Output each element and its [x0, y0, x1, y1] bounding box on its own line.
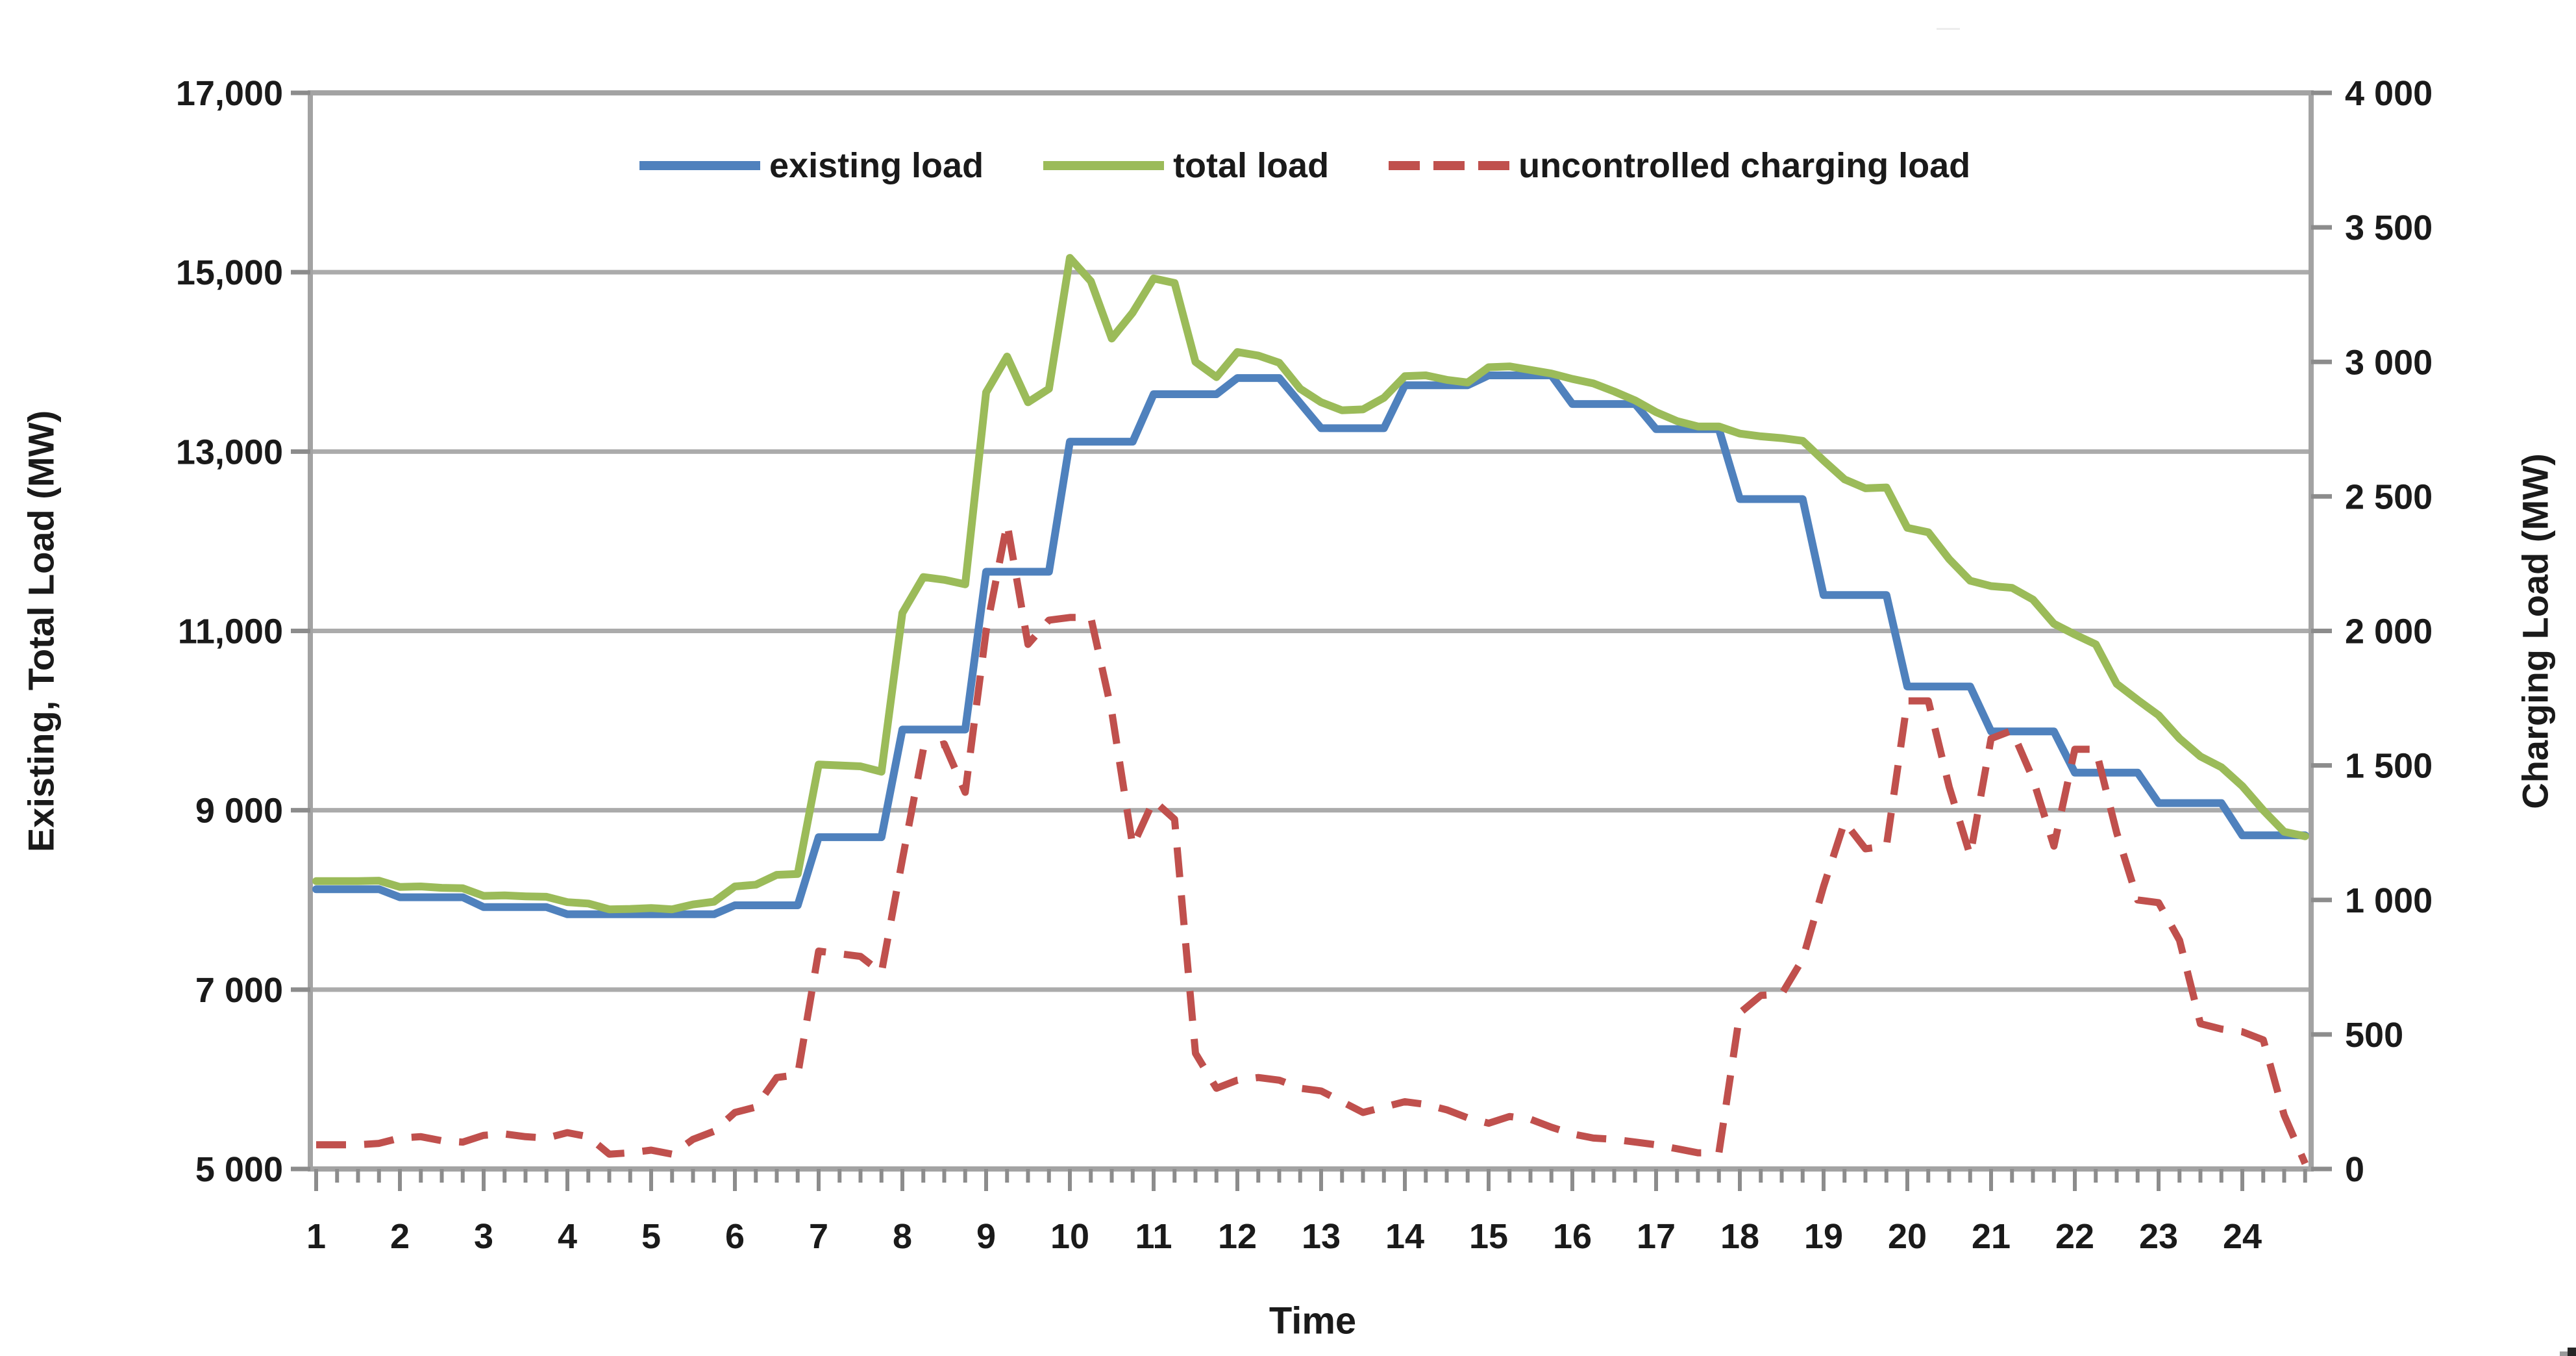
x-tick-label: 5 — [641, 1217, 661, 1256]
corner-artifact-shadow — [2560, 1351, 2568, 1356]
x-tick-label: 6 — [725, 1217, 745, 1256]
x-tick-label: 23 — [2139, 1217, 2178, 1256]
x-tick-label: 1 — [306, 1217, 326, 1256]
x-tick-label: 12 — [1218, 1217, 1257, 1256]
y-right-tick-label: 2 000 — [2345, 612, 2433, 651]
y-axis-title-left: Existing, Total Load (MW) — [20, 410, 62, 853]
y-right-tick-label: 500 — [2345, 1016, 2403, 1055]
y-right-tick-label: 4 000 — [2345, 74, 2433, 113]
y-axis-title-right: Charging Load (MW) — [2514, 453, 2556, 809]
x-tick-label: 4 — [558, 1217, 577, 1256]
x-tick-label: 21 — [1972, 1217, 2011, 1256]
x-tick-label: 19 — [1804, 1217, 1843, 1256]
y-left-tick-label: 15,000 — [176, 253, 283, 292]
series-line-total-load — [312, 254, 2309, 914]
x-tick-label: 20 — [1888, 1217, 1927, 1256]
y-left-tick-label: 17,000 — [176, 74, 283, 113]
scan-artifact — [1937, 28, 1960, 30]
x-axis-title: Time — [1269, 1300, 1357, 1342]
x-tick-label: 22 — [2055, 1217, 2094, 1256]
y-right-tick-label: 3 000 — [2345, 343, 2433, 382]
x-tick-label: 17 — [1637, 1217, 1676, 1256]
y-right-tick-label: 0 — [2345, 1150, 2364, 1189]
y-right-tick-label: 1 000 — [2345, 881, 2433, 920]
legend-line-icon — [639, 161, 760, 170]
x-tick-label: 8 — [893, 1217, 912, 1256]
y-left-tick-label: 13,000 — [176, 433, 283, 471]
y-left-tick-label: 11,000 — [178, 612, 283, 651]
x-tick-label: 13 — [1302, 1217, 1341, 1256]
legend-item-total-load: total load — [1043, 145, 1329, 186]
x-tick-label: 2 — [390, 1217, 410, 1256]
corner-artifact — [2568, 1348, 2576, 1356]
legend-item-existing-load: existing load — [639, 145, 984, 186]
x-tick-label: 15 — [1469, 1217, 1508, 1256]
x-tick-label: 10 — [1050, 1217, 1089, 1256]
x-tick-label: 7 — [809, 1217, 828, 1256]
x-tick-label: 3 — [474, 1217, 493, 1256]
x-tick-label: 9 — [976, 1217, 996, 1256]
legend-label: total load — [1173, 146, 1330, 185]
x-tick-label: 16 — [1553, 1217, 1592, 1256]
legend-line-icon — [1043, 161, 1165, 170]
legend-dashed-line-icon — [1389, 161, 1510, 170]
x-tick-label: 14 — [1385, 1217, 1424, 1256]
y-left-tick-label: 7 000 — [195, 971, 283, 1010]
legend-label: existing load — [769, 146, 984, 185]
legend-item-uncontrolled-charging-load: uncontrolled charging load — [1389, 145, 1970, 186]
y-right-tick-label: 2 500 — [2345, 477, 2433, 516]
y-left-tick-label: 9 000 — [195, 792, 283, 831]
series-line-existing-load — [312, 371, 2309, 918]
y-right-tick-label: 3 500 — [2345, 208, 2433, 247]
y-left-tick-label: 5 000 — [195, 1150, 283, 1189]
x-tick-label: 18 — [1720, 1217, 1759, 1256]
x-tick-label: 11 — [1135, 1217, 1172, 1256]
x-tick-label: 24 — [2223, 1217, 2262, 1256]
legend-label: uncontrolled charging load — [1518, 146, 1971, 185]
series-line-uncontrolled-charging-load — [316, 520, 2309, 1165]
legend: existing load total load uncontrolled char… — [639, 145, 2030, 186]
y-right-tick-label: 1 500 — [2345, 747, 2433, 786]
